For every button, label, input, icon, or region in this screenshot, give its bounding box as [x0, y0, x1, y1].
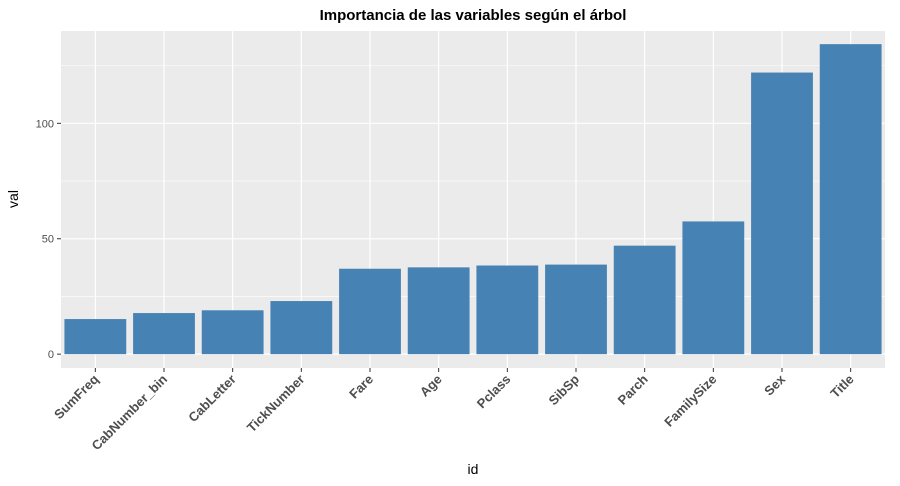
x-tick-label: SumFreq: [51, 371, 101, 421]
bar-fare: [339, 268, 401, 355]
x-tick-label: Parch: [615, 371, 651, 407]
x-tick-label: Fare: [346, 372, 376, 402]
x-tick-label: SibSp: [545, 371, 582, 408]
y-tick-label: 50: [42, 234, 54, 246]
bar-sex: [751, 72, 813, 355]
x-tick-label: FamilySize: [661, 372, 719, 430]
x-tick-label: Age: [417, 372, 445, 400]
x-tick-label: Sex: [761, 371, 789, 399]
x-tick-label: Title: [827, 372, 856, 401]
bar-age: [407, 267, 470, 355]
bar-ticknumber: [270, 301, 333, 355]
x-tick-label: CabLetter: [185, 372, 239, 426]
plot-panel: [61, 31, 885, 368]
bar-cabnumber_bin: [133, 313, 195, 355]
x-tick-label: Pclass: [474, 372, 514, 412]
x-axis-title: id: [468, 461, 479, 477]
x-tick-label: CabNumber_bin: [89, 371, 171, 453]
bars: [64, 44, 882, 355]
bar-familysize: [682, 221, 745, 355]
y-tick-label: 0: [48, 349, 54, 361]
y-tick-label: 100: [36, 118, 54, 130]
bar-pclass: [476, 265, 539, 355]
bar-sumfreq: [64, 319, 127, 355]
chart-title: Importancia de las variables según el ár…: [320, 7, 627, 24]
x-tick-label: TickNumber: [244, 372, 308, 436]
y-axis-title: val: [5, 190, 21, 208]
bar-parch: [613, 245, 676, 355]
y-axis: 0 50 100: [36, 118, 61, 361]
bar-sibsp: [545, 264, 607, 355]
bar-title: [819, 44, 882, 355]
bar-cabletter: [201, 310, 264, 355]
